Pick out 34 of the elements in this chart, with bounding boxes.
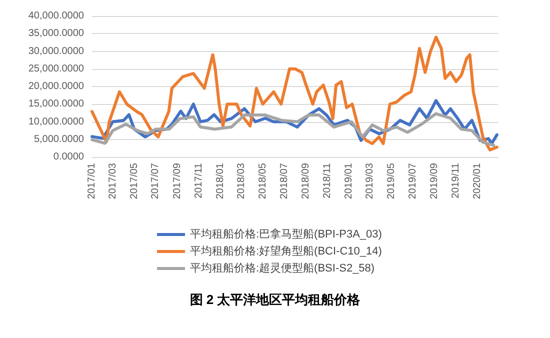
x-tick-label: 2019/01 [344,162,355,200]
y-tick-label: 30,000.0000 [28,46,84,57]
x-tick-label: 2020/01 [472,162,484,200]
x-tick-label: 2018/09 [300,162,312,200]
x-tick-label: 2019/03 [364,162,376,200]
y-tick-label: 25,000.0000 [28,63,84,74]
x-tick-label: 2019/07 [407,162,418,200]
x-tick-label: 2018/03 [236,162,247,200]
y-tick-label: 0.0000 [53,152,84,162]
x-tick-label: 2018/11 [322,162,334,198]
x-tick-label: 2017/01 [86,162,98,200]
x-tick-label: 2017/07 [150,162,162,200]
legend-label: 平均租船价格:好望角型船(BCI-C10_14) [190,244,382,258]
x-tick-label: 2019/09 [429,162,440,200]
x-tick-label: 2019/05 [386,162,397,200]
x-tick-label: 2018/01 [215,162,226,200]
y-tick-label: 35,000.0000 [28,28,84,40]
legend-label: 平均租船价格:超灵便型船(BSI-S2_58) [190,262,375,274]
x-tick-label: 2017/05 [128,162,140,200]
x-tick-label: 2017/03 [107,162,118,200]
text: 图 2 太平洋地区平均租船价格 [190,292,362,307]
y-tick-label: 20,000.0000 [28,81,84,92]
y-tick-label: 40,000.0000 [28,10,84,22]
line-series [90,112,496,147]
x-tick-label: 2019/11 [450,162,462,198]
line-series [90,36,498,152]
x-tick-label: 2017/11 [194,162,205,198]
legend-label: 平均租船价格:巴拿马型船(BPI-P3A_03) [190,228,382,240]
y-tick-label: 15,000.0000 [28,98,84,110]
y-tick-label: 5,000.0000 [34,134,84,145]
x-tick-label: 2018/07 [278,162,290,200]
x-tick-label: 2018/05 [257,162,268,200]
y-tick-label: 10,000.0000 [28,116,84,128]
x-tick-label: 2017/09 [172,162,184,200]
